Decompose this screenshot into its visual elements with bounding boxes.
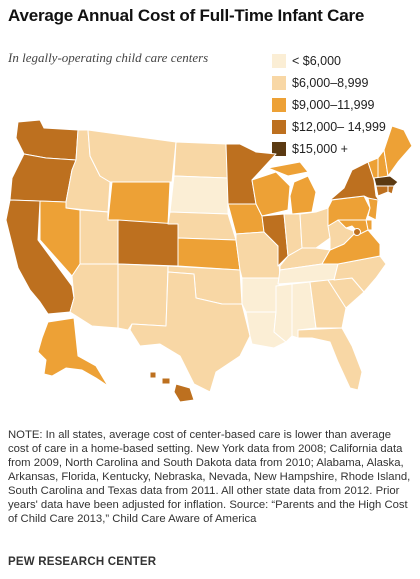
state-MS	[273, 283, 293, 343]
footnote: NOTE: In all states, average cost of cen…	[8, 429, 411, 525]
state-OR	[9, 153, 77, 203]
state-TX	[129, 271, 251, 393]
state-RI	[387, 185, 395, 195]
legend-label: $12,000– 14,999	[292, 120, 386, 134]
state-FL	[297, 327, 363, 391]
legend-item: $9,000–11,999	[272, 94, 418, 116]
state-NJ	[367, 197, 379, 221]
state-SD	[169, 175, 229, 215]
state-OH	[299, 207, 331, 249]
state-GA	[309, 279, 347, 329]
state-DC	[353, 228, 361, 236]
state-MT	[87, 129, 177, 183]
state-AZ	[69, 263, 119, 329]
us-choropleth-map	[5, 119, 413, 403]
state-CA	[5, 199, 75, 315]
legend-swatch	[272, 76, 286, 90]
state-KS	[177, 237, 241, 271]
state-AR	[241, 277, 281, 313]
legend-item: $15,000 +	[272, 138, 418, 160]
legend-label: $15,000 +	[292, 142, 348, 156]
state-CO	[117, 219, 179, 267]
legend-swatch	[272, 120, 286, 134]
legend-label: $6,000–8,999	[292, 76, 369, 90]
map-legend: < $6,000 $6,000–8,999 $9,000–11,999 $12,…	[272, 50, 418, 160]
state-NY	[329, 161, 381, 203]
state-MA	[373, 175, 399, 187]
state-ME	[383, 125, 413, 177]
legend-item: $12,000– 14,999	[272, 116, 418, 138]
source-credit: PEW RESEARCH CENTER	[8, 556, 157, 568]
legend-label: < $6,000	[292, 54, 342, 68]
legend-swatch	[272, 142, 286, 156]
legend-item: $6,000–8,999	[272, 72, 418, 94]
state-WY	[107, 181, 171, 225]
legend-item: < $6,000	[272, 50, 418, 72]
legend-label: $9,000–11,999	[292, 98, 375, 112]
page-title: Average Annual Cost of Full-Time Infant …	[8, 6, 365, 25]
state-ND	[173, 141, 229, 179]
legend-swatch	[272, 98, 286, 112]
state-WI	[251, 171, 291, 217]
state-NM	[117, 263, 169, 331]
state-CT	[375, 185, 389, 197]
state-NE	[167, 211, 237, 241]
state-HI	[149, 371, 195, 403]
page-subtitle: In legally-operating child care centers	[8, 50, 209, 65]
legend-swatch	[272, 54, 286, 68]
state-AK	[37, 317, 109, 387]
